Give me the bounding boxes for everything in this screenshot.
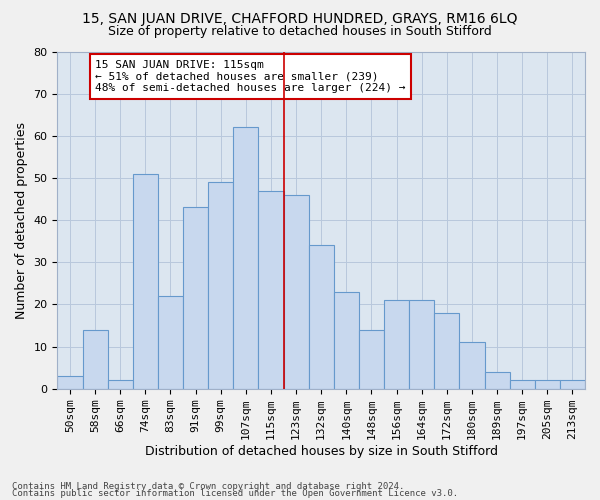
Bar: [233, 128, 259, 388]
Bar: [133, 174, 158, 388]
Bar: [409, 300, 434, 388]
Bar: [308, 246, 334, 388]
Bar: [509, 380, 535, 388]
Bar: [208, 182, 233, 388]
Text: 15 SAN JUAN DRIVE: 115sqm
← 51% of detached houses are smaller (239)
48% of semi: 15 SAN JUAN DRIVE: 115sqm ← 51% of detac…: [95, 60, 406, 93]
Bar: [384, 300, 409, 388]
Text: Contains HM Land Registry data © Crown copyright and database right 2024.: Contains HM Land Registry data © Crown c…: [12, 482, 404, 491]
Text: Size of property relative to detached houses in South Stifford: Size of property relative to detached ho…: [108, 25, 492, 38]
Text: Contains public sector information licensed under the Open Government Licence v3: Contains public sector information licen…: [12, 490, 458, 498]
Bar: [183, 208, 208, 388]
Bar: [485, 372, 509, 388]
Bar: [259, 190, 284, 388]
Bar: [284, 195, 308, 388]
Bar: [107, 380, 133, 388]
Text: 15, SAN JUAN DRIVE, CHAFFORD HUNDRED, GRAYS, RM16 6LQ: 15, SAN JUAN DRIVE, CHAFFORD HUNDRED, GR…: [82, 12, 518, 26]
X-axis label: Distribution of detached houses by size in South Stifford: Distribution of detached houses by size …: [145, 444, 498, 458]
Bar: [535, 380, 560, 388]
Bar: [359, 330, 384, 388]
Bar: [434, 313, 460, 388]
Bar: [58, 376, 83, 388]
Bar: [334, 292, 359, 388]
Bar: [560, 380, 585, 388]
Y-axis label: Number of detached properties: Number of detached properties: [15, 122, 28, 318]
Bar: [158, 296, 183, 388]
Bar: [460, 342, 485, 388]
Bar: [83, 330, 107, 388]
